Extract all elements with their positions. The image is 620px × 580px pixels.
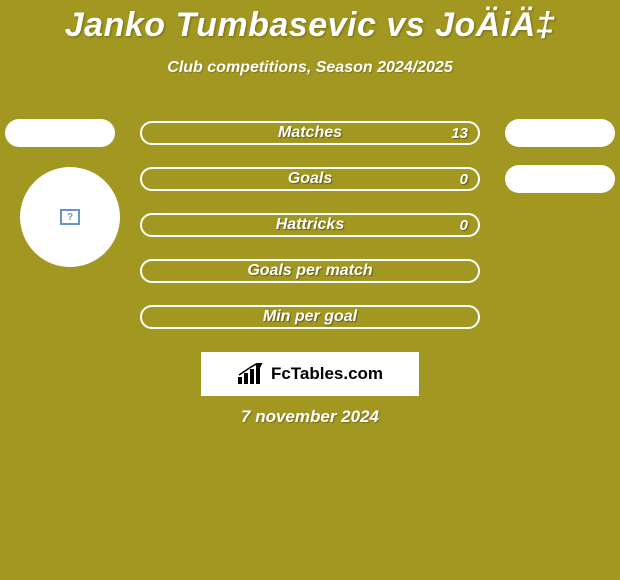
avatar-glyph: ? — [67, 212, 73, 223]
stat-bar — [140, 167, 480, 191]
avatar-placeholder-icon: ? — [60, 209, 80, 225]
stat-bar — [140, 305, 480, 329]
source-logo: FcTables.com — [201, 352, 419, 396]
subtitle: Club competitions, Season 2024/2025 — [0, 59, 620, 77]
left-value-pill — [5, 119, 115, 147]
stat-bar — [140, 213, 480, 237]
comparison-infographic: Janko Tumbasevic vs JoÄiÄ‡ Club competit… — [0, 0, 620, 580]
avatar-circle: ? — [20, 167, 120, 267]
right-value-pill — [505, 119, 615, 147]
bar-chart-icon — [237, 363, 265, 385]
page-title: Janko Tumbasevic vs JoÄiÄ‡ — [0, 0, 620, 45]
stat-row: Matches13 — [0, 119, 620, 165]
player-avatar: ? — [20, 167, 120, 267]
stat-bar — [140, 259, 480, 283]
stat-bar — [140, 121, 480, 145]
snapshot-date: 7 november 2024 — [0, 407, 620, 427]
stat-row: Min per goal — [0, 303, 620, 349]
logo-text: FcTables.com — [271, 364, 383, 384]
right-value-pill — [505, 165, 615, 193]
